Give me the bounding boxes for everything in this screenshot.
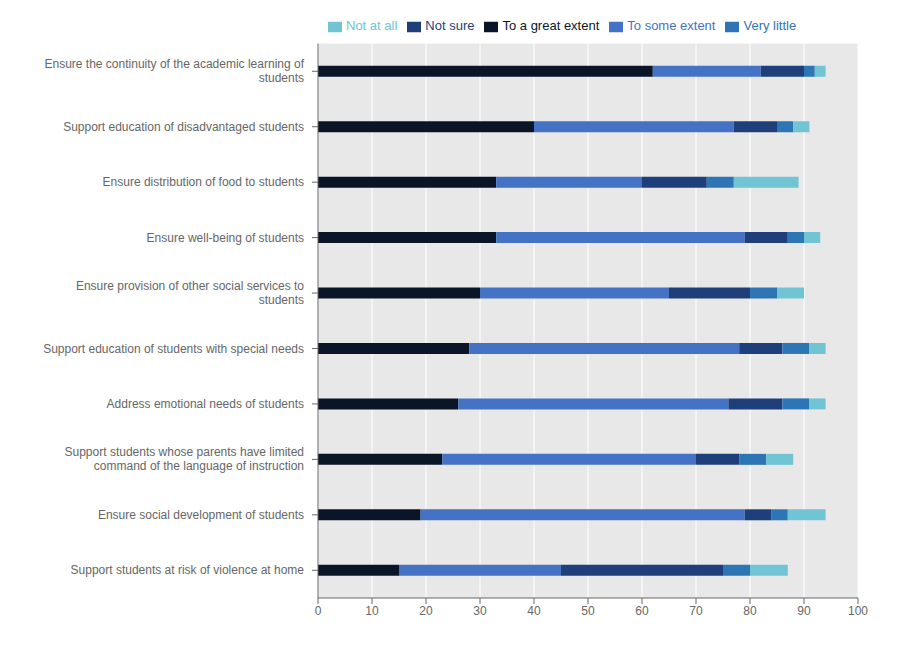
svg-text:Address emotional needs of stu: Address emotional needs of students — [107, 397, 304, 411]
svg-text:20: 20 — [419, 604, 433, 618]
svg-text:Ensure provision of other soci: Ensure provision of other social service… — [76, 279, 304, 307]
svg-text:60: 60 — [635, 604, 649, 618]
svg-text:50: 50 — [581, 604, 595, 618]
svg-text:Support education of students: Support education of students with speci… — [43, 342, 304, 356]
html-text:To a great extent: To a great extent — [502, 18, 600, 33]
svg-text:30: 30 — [473, 604, 487, 618]
svg-text:70: 70 — [689, 604, 703, 618]
svg-text:Support students at risk of vi: Support students at risk of violence at … — [71, 563, 305, 577]
html-text:Not sure: Not sure — [425, 18, 475, 33]
svg-text:Ensure the continuity of the a: Ensure the continuity of the academic le… — [45, 57, 305, 85]
svg-text:80: 80 — [743, 604, 757, 618]
svg-text:Support education of disadvant: Support education of disadvantaged stude… — [63, 120, 304, 134]
svg-text:10: 10 — [365, 604, 379, 618]
svg-text:0: 0 — [315, 604, 322, 618]
svg-text:Ensure distribution of food to: Ensure distribution of food to students — [103, 175, 304, 189]
html-text:To some extent: To some extent — [627, 18, 716, 33]
svg-text:Ensure well-being of students: Ensure well-being of students — [147, 231, 304, 245]
svg-text:90: 90 — [797, 604, 811, 618]
html-text:Very little: Very little — [743, 18, 797, 33]
svg-text:Ensure social development of s: Ensure social development of students — [98, 508, 304, 522]
svg-text:100: 100 — [848, 604, 868, 618]
html-text:Not at all: Not at all — [346, 18, 398, 33]
svg-text:40: 40 — [527, 604, 541, 618]
svg-text:Support students whose parents: Support students whose parents have limi… — [65, 445, 304, 473]
